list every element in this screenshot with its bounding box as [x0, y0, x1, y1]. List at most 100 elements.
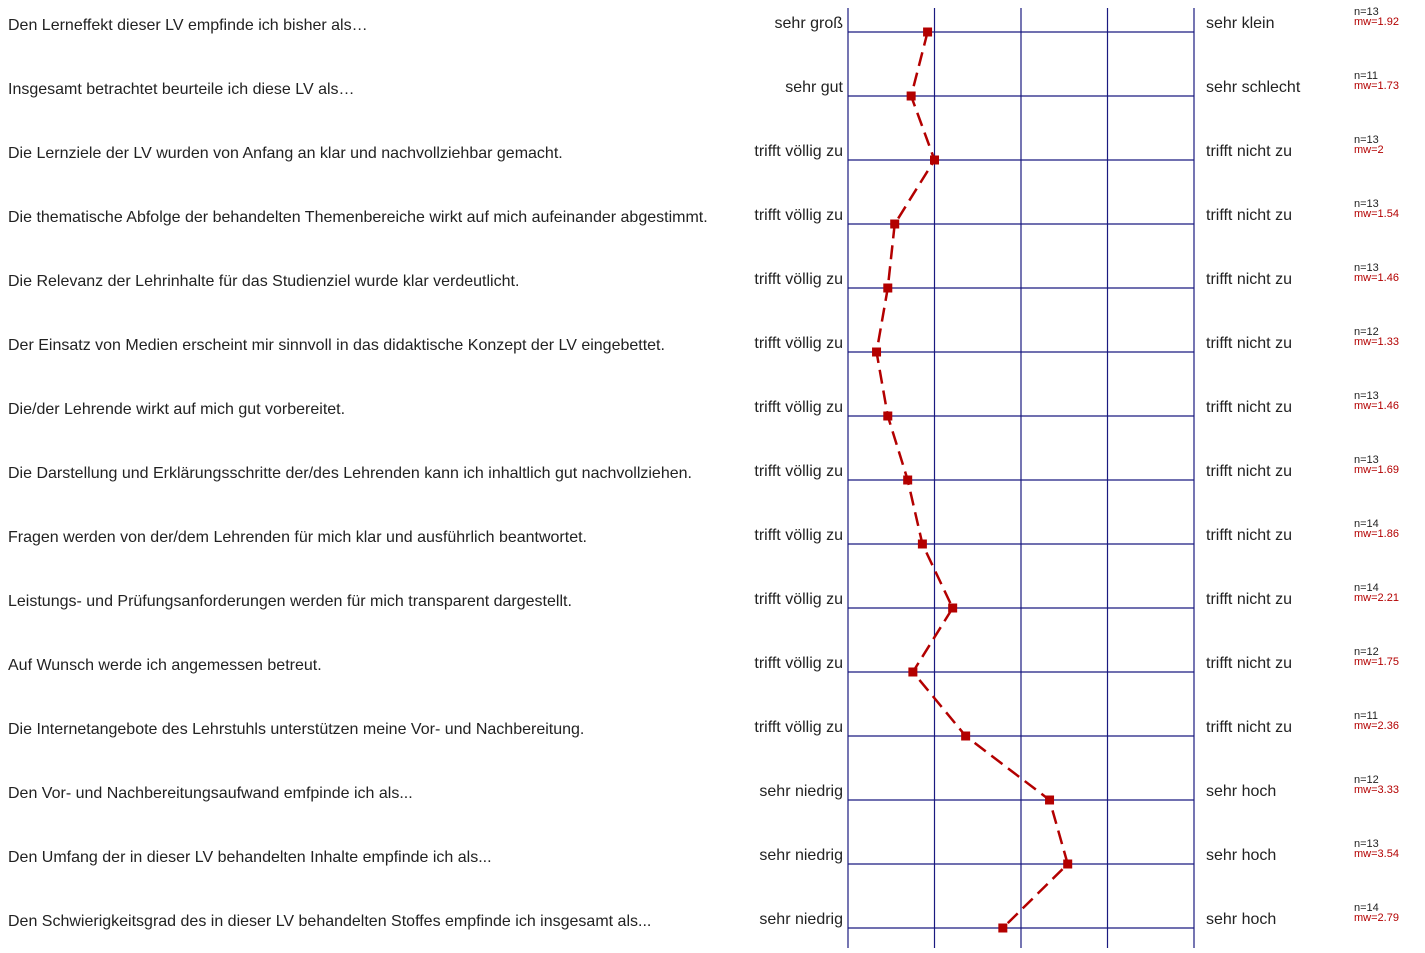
mean-value: mw=1.46 [1354, 400, 1399, 412]
scale-label-left: trifft völlig zu [754, 207, 843, 224]
mean-marker [917, 539, 927, 549]
mean-value: mw=3.54 [1354, 848, 1399, 860]
mean-marker [906, 91, 916, 101]
scale-label-left: sehr niedrig [759, 911, 843, 928]
item-stats: n=13 mw=1.46 [1354, 262, 1399, 284]
mean-marker [923, 27, 933, 37]
scale-label-right: sehr hoch [1206, 911, 1277, 928]
mean-value: mw=2 [1354, 144, 1384, 156]
scale-label-right: trifft nicht zu [1206, 207, 1292, 224]
scale-label-left: trifft völlig zu [754, 719, 843, 736]
scale-label-right: trifft nicht zu [1206, 463, 1292, 480]
response-count: n=14 [1354, 902, 1379, 914]
scale-label-left: trifft völlig zu [754, 527, 843, 544]
mean-value: mw=2.36 [1354, 720, 1399, 732]
question-text: Den Umfang der in dieser LV behandelten … [8, 849, 492, 866]
scale-label-left: trifft völlig zu [754, 463, 843, 480]
mean-value: mw=1.46 [1354, 272, 1399, 284]
mean-marker [890, 219, 900, 229]
response-count: n=11 [1354, 70, 1378, 82]
question-text: Die Relevanz der Lehrinhalte für das Stu… [8, 273, 520, 290]
response-count: n=12 [1354, 774, 1379, 786]
scale-label-right: trifft nicht zu [1206, 271, 1292, 288]
question-text: Die Internetangebote des Lehrstuhls unte… [8, 721, 585, 738]
mean-value: mw=1.92 [1354, 16, 1399, 28]
mean-value: mw=1.69 [1354, 464, 1399, 476]
scale-label-right: sehr hoch [1206, 783, 1277, 800]
scale-label-left: trifft völlig zu [754, 143, 843, 160]
scale-label-right: trifft nicht zu [1206, 655, 1292, 672]
item-stats: n=13 mw=1.92 [1354, 6, 1399, 28]
scale-label-right: sehr hoch [1206, 847, 1277, 864]
item-stats: n=13 mw=1.69 [1354, 454, 1399, 476]
item-stats: n=11 mw=1.73 [1354, 70, 1399, 92]
mean-marker [948, 603, 958, 613]
response-count: n=13 [1354, 262, 1379, 274]
mean-marker [961, 731, 971, 741]
mean-value: mw=2.21 [1354, 592, 1399, 604]
question-text: Der Einsatz von Medien erscheint mir sin… [8, 337, 665, 354]
question-text: Leistungs- und Prüfungsanforderungen wer… [8, 593, 572, 610]
question-text: Den Schwierigkeitsgrad des in dieser LV … [8, 913, 652, 930]
mean-value: mw=1.75 [1354, 656, 1399, 668]
item-stats: n=14 mw=1.86 [1354, 518, 1399, 540]
item-stats: n=13 mw=3.54 [1354, 838, 1399, 860]
response-count: n=13 [1354, 198, 1379, 210]
mean-value: mw=1.33 [1354, 336, 1399, 348]
mean-value: mw=1.54 [1354, 208, 1399, 220]
question-text: Die thematische Abfolge der behandelten … [8, 209, 708, 226]
mean-marker [930, 155, 939, 165]
mean-value: mw=3.33 [1354, 784, 1399, 796]
item-stats: n=13 mw=2 [1354, 134, 1384, 156]
response-count: n=13 [1354, 838, 1379, 850]
response-count: n=14 [1354, 518, 1379, 530]
mean-value: mw=1.73 [1354, 80, 1399, 92]
question-text: Insgesamt betrachtet beurteile ich diese… [8, 81, 355, 98]
scale-label-right: sehr schlecht [1206, 79, 1301, 96]
mean-marker [1045, 795, 1055, 805]
item-stats: n=14 mw=2.21 [1354, 582, 1399, 604]
item-stats: n=12 mw=3.33 [1354, 774, 1399, 796]
scale-label-left: sehr gut [785, 79, 843, 96]
scale-label-left: trifft völlig zu [754, 271, 843, 288]
question-text: Den Vor- und Nachbereitungsaufwand emfpi… [8, 785, 413, 802]
mean-value: mw=2.79 [1354, 912, 1399, 924]
response-count: n=12 [1354, 326, 1379, 338]
mean-marker [883, 283, 893, 293]
item-stats: n=11 mw=2.36 [1354, 710, 1399, 732]
question-text: Die/der Lehrende wirkt auf mich gut vorb… [8, 401, 346, 418]
scale-label-left: sehr groß [774, 15, 843, 32]
item-stats: n=12 mw=1.33 [1354, 326, 1399, 348]
scale-label-right: trifft nicht zu [1206, 527, 1292, 544]
scale-label-left: trifft völlig zu [754, 335, 843, 352]
mean-marker [883, 411, 893, 421]
question-text: Fragen werden von der/dem Lehrenden für … [8, 529, 587, 546]
response-count: n=13 [1354, 6, 1379, 18]
scale-label-left: trifft völlig zu [754, 655, 843, 672]
mean-marker [872, 347, 882, 357]
mean-marker [998, 923, 1008, 933]
scale-label-right: trifft nicht zu [1206, 399, 1292, 416]
item-stats: n=13 mw=1.54 [1354, 198, 1399, 220]
response-count: n=13 [1354, 134, 1379, 146]
mean-marker [908, 667, 918, 677]
mean-marker [1063, 859, 1073, 869]
scale-label-left: trifft völlig zu [754, 399, 843, 416]
item-stats: n=14 mw=2.79 [1354, 902, 1399, 924]
scale-label-right: trifft nicht zu [1206, 143, 1292, 160]
question-text: Den Lerneffekt dieser LV empfinde ich bi… [8, 17, 368, 34]
mean-marker [903, 475, 913, 485]
question-text: Auf Wunsch werde ich angemessen betreut. [8, 657, 322, 674]
mean-value: mw=1.86 [1354, 528, 1399, 540]
response-count: n=11 [1354, 710, 1378, 722]
scale-label-left: trifft völlig zu [754, 591, 843, 608]
response-count: n=14 [1354, 582, 1379, 594]
response-count: n=13 [1354, 454, 1379, 466]
scale-label-right: trifft nicht zu [1206, 591, 1292, 608]
question-text: Die Darstellung und Erklärungsschritte d… [8, 465, 692, 482]
response-count: n=13 [1354, 390, 1379, 402]
scale-label-right: sehr klein [1206, 15, 1275, 32]
item-stats: n=13 mw=1.46 [1354, 390, 1399, 412]
scale-label-right: trifft nicht zu [1206, 719, 1292, 736]
